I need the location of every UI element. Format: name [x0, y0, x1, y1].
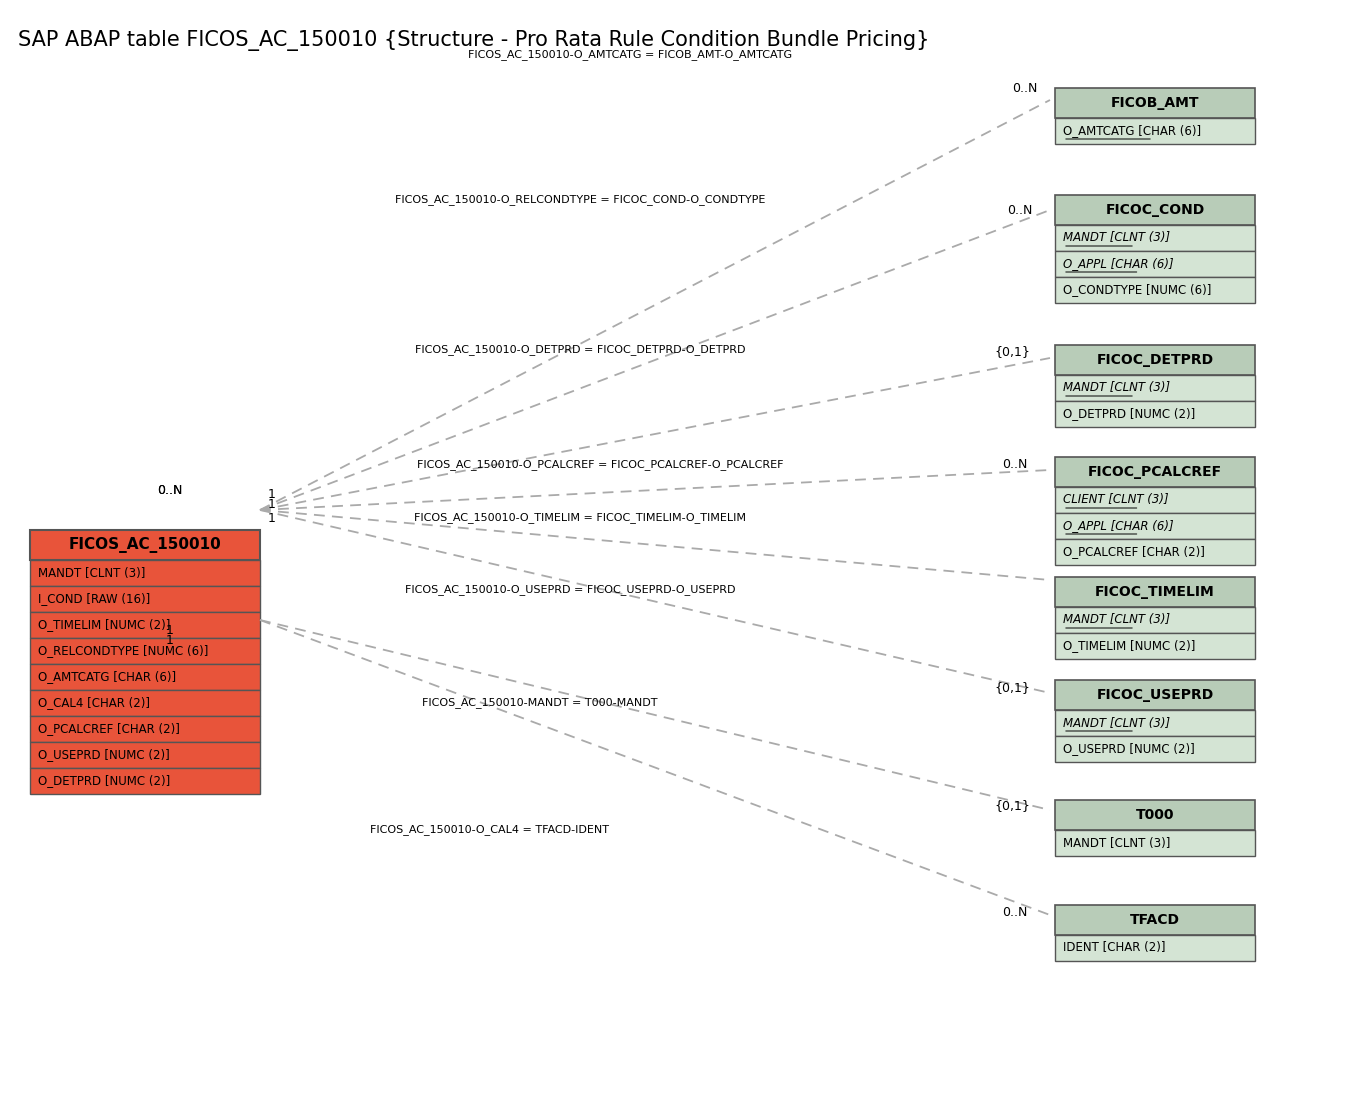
Text: FICOS_AC_150010-O_TIMELIM = FICOC_TIMELIM-O_TIMELIM: FICOS_AC_150010-O_TIMELIM = FICOC_TIMELI… [414, 513, 746, 523]
FancyBboxPatch shape [30, 716, 261, 743]
Text: FICOS_AC_150010-MANDT = T000-MANDT: FICOS_AC_150010-MANDT = T000-MANDT [422, 698, 658, 709]
Text: IDENT [CHAR (2)]: IDENT [CHAR (2)] [1063, 942, 1166, 954]
Text: O_CAL4 [CHAR (2)]: O_CAL4 [CHAR (2)] [38, 697, 151, 709]
Text: O_DETPRD [NUMC (2)]: O_DETPRD [NUMC (2)] [1063, 408, 1196, 420]
FancyBboxPatch shape [1054, 633, 1255, 659]
FancyBboxPatch shape [30, 612, 261, 638]
Text: O_RELCONDTYPE [NUMC (6)]: O_RELCONDTYPE [NUMC (6)] [38, 644, 209, 657]
Text: FICOS_AC_150010-O_CAL4 = TFACD-IDENT: FICOS_AC_150010-O_CAL4 = TFACD-IDENT [370, 824, 609, 836]
Text: 0..N: 0..N [157, 484, 183, 496]
FancyBboxPatch shape [30, 530, 261, 560]
FancyBboxPatch shape [1054, 830, 1255, 856]
FancyBboxPatch shape [1054, 251, 1255, 277]
Text: FICOS_AC_150010-O_RELCONDTYPE = FICOC_COND-O_CONDTYPE: FICOS_AC_150010-O_RELCONDTYPE = FICOC_CO… [395, 195, 765, 205]
FancyBboxPatch shape [1054, 345, 1255, 375]
Text: FICOS_AC_150010: FICOS_AC_150010 [69, 536, 221, 553]
FancyBboxPatch shape [30, 638, 261, 664]
FancyBboxPatch shape [1054, 88, 1255, 118]
Text: SAP ABAP table FICOS_AC_150010 {Structure - Pro Rata Rule Condition Bundle Prici: SAP ABAP table FICOS_AC_150010 {Structur… [18, 30, 930, 52]
Text: {0,1}: {0,1} [995, 345, 1030, 358]
FancyBboxPatch shape [1054, 905, 1255, 935]
Text: O_APPL [CHAR (6)]: O_APPL [CHAR (6)] [1063, 520, 1174, 532]
FancyBboxPatch shape [1054, 607, 1255, 633]
FancyBboxPatch shape [30, 560, 261, 586]
FancyBboxPatch shape [1054, 710, 1255, 736]
Text: 0..N: 0..N [1007, 204, 1033, 216]
Text: O_PCALCREF [CHAR (2)]: O_PCALCREF [CHAR (2)] [1063, 545, 1205, 559]
Text: 0..N: 0..N [157, 484, 183, 496]
FancyBboxPatch shape [1054, 539, 1255, 564]
Text: O_USEPRD [NUMC (2)]: O_USEPRD [NUMC (2)] [38, 748, 170, 762]
Text: MANDT [CLNT (3)]: MANDT [CLNT (3)] [1063, 382, 1170, 394]
FancyBboxPatch shape [30, 690, 261, 716]
FancyBboxPatch shape [1054, 935, 1255, 961]
Text: O_DETPRD [NUMC (2)]: O_DETPRD [NUMC (2)] [38, 775, 170, 787]
Text: O_AMTCATG [CHAR (6)]: O_AMTCATG [CHAR (6)] [38, 671, 176, 683]
Text: FICOS_AC_150010-O_PCALCREF = FICOC_PCALCREF-O_PCALCREF: FICOS_AC_150010-O_PCALCREF = FICOC_PCALC… [417, 459, 783, 470]
FancyBboxPatch shape [30, 586, 261, 612]
FancyBboxPatch shape [30, 768, 261, 794]
Text: FICOB_AMT: FICOB_AMT [1111, 96, 1200, 110]
Text: FICOC_COND: FICOC_COND [1106, 203, 1205, 217]
FancyBboxPatch shape [30, 743, 261, 768]
Text: I_COND [RAW (16)]: I_COND [RAW (16)] [38, 592, 151, 606]
FancyBboxPatch shape [1054, 375, 1255, 401]
Text: FICOS_AC_150010-O_DETPRD = FICOC_DETPRD-O_DETPRD: FICOS_AC_150010-O_DETPRD = FICOC_DETPRD-… [415, 345, 745, 355]
Text: FICOC_PCALCREF: FICOC_PCALCREF [1088, 465, 1223, 479]
Text: 0..N: 0..N [1003, 905, 1027, 918]
Text: FICOS_AC_150010-O_AMTCATG = FICOB_AMT-O_AMTCATG: FICOS_AC_150010-O_AMTCATG = FICOB_AMT-O_… [468, 49, 792, 60]
Text: O_TIMELIM [NUMC (2)]: O_TIMELIM [NUMC (2)] [1063, 640, 1196, 653]
FancyBboxPatch shape [1054, 225, 1255, 251]
Text: O_PCALCREF [CHAR (2)]: O_PCALCREF [CHAR (2)] [38, 722, 180, 736]
Text: 1: 1 [269, 498, 275, 512]
FancyBboxPatch shape [1054, 487, 1255, 513]
Text: 1: 1 [166, 634, 174, 646]
Text: O_AMTCATG [CHAR (6)]: O_AMTCATG [CHAR (6)] [1063, 124, 1201, 138]
Text: MANDT [CLNT (3)]: MANDT [CLNT (3)] [1063, 614, 1170, 626]
FancyBboxPatch shape [1054, 401, 1255, 427]
Text: 1: 1 [269, 487, 275, 501]
Text: 0..N: 0..N [1012, 82, 1038, 94]
Text: T000: T000 [1136, 808, 1174, 822]
Text: 1: 1 [269, 512, 275, 524]
Text: {0,1}: {0,1} [995, 681, 1030, 694]
Text: {0,1}: {0,1} [995, 800, 1030, 812]
Text: FICOC_DETPRD: FICOC_DETPRD [1096, 353, 1213, 367]
Text: MANDT [CLNT (3)]: MANDT [CLNT (3)] [38, 567, 145, 579]
FancyBboxPatch shape [1054, 577, 1255, 607]
Text: 0..N: 0..N [1003, 458, 1027, 472]
Text: MANDT [CLNT (3)]: MANDT [CLNT (3)] [1063, 232, 1170, 244]
Text: FICOC_USEPRD: FICOC_USEPRD [1096, 688, 1213, 702]
Text: CLIENT [CLNT (3)]: CLIENT [CLNT (3)] [1063, 494, 1168, 506]
FancyBboxPatch shape [1054, 513, 1255, 539]
Text: MANDT [CLNT (3)]: MANDT [CLNT (3)] [1063, 717, 1170, 729]
Text: FICOS_AC_150010-O_USEPRD = FICOC_USEPRD-O_USEPRD: FICOS_AC_150010-O_USEPRD = FICOC_USEPRD-… [404, 585, 735, 596]
Text: FICOC_TIMELIM: FICOC_TIMELIM [1095, 585, 1215, 599]
FancyBboxPatch shape [1054, 457, 1255, 487]
Text: O_TIMELIM [NUMC (2)]: O_TIMELIM [NUMC (2)] [38, 618, 171, 632]
FancyBboxPatch shape [1054, 195, 1255, 225]
Text: 1: 1 [166, 624, 174, 636]
FancyBboxPatch shape [1054, 736, 1255, 762]
Text: O_USEPRD [NUMC (2)]: O_USEPRD [NUMC (2)] [1063, 743, 1194, 756]
FancyBboxPatch shape [1054, 680, 1255, 710]
FancyBboxPatch shape [30, 664, 261, 690]
Text: TFACD: TFACD [1130, 913, 1181, 927]
Text: O_APPL [CHAR (6)]: O_APPL [CHAR (6)] [1063, 258, 1174, 271]
FancyBboxPatch shape [1054, 118, 1255, 144]
FancyBboxPatch shape [1054, 800, 1255, 830]
FancyBboxPatch shape [1054, 277, 1255, 304]
Text: O_CONDTYPE [NUMC (6)]: O_CONDTYPE [NUMC (6)] [1063, 283, 1212, 297]
Text: MANDT [CLNT (3)]: MANDT [CLNT (3)] [1063, 837, 1170, 849]
